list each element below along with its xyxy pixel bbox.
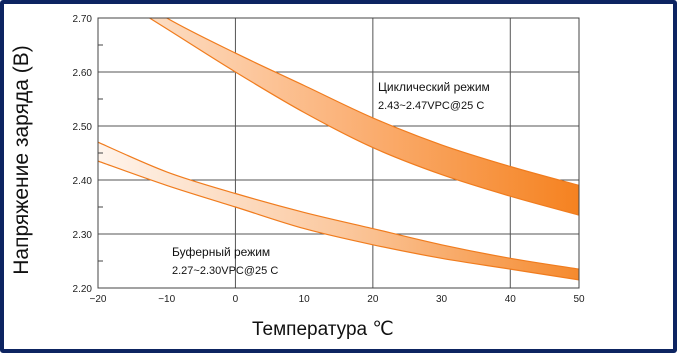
float-band-upper-line — [98, 141, 579, 270]
y-tick-label: 2.60 — [73, 68, 93, 79]
x-tick-label: 10 — [299, 294, 311, 305]
x-tick-label: 30 — [436, 294, 448, 305]
cycle-band-lower-line — [148, 18, 579, 216]
y-tick-label: 2.40 — [73, 176, 93, 187]
x-tick-label: 20 — [367, 294, 379, 305]
annotation-title: Буферный режим — [172, 245, 270, 259]
float-band-lower-line — [98, 160, 579, 281]
y-tick-label: 2.30 — [73, 230, 93, 241]
x-tick-label: 0 — [233, 294, 239, 305]
annotation-title: Циклический режим — [378, 80, 490, 94]
x-tick-label: 50 — [573, 294, 585, 305]
annotation-range: 2.27~2.30VPC@25 C — [172, 265, 278, 277]
cycle-band-fill — [149, 18, 579, 216]
x-tick-label: −20 — [90, 294, 107, 305]
x-axis-label: Температура ℃ — [252, 319, 394, 340]
y-tick-label: 2.50 — [73, 122, 93, 133]
annotation-range: 2.43~2.47VPC@25 C — [378, 100, 484, 112]
x-tick-label: −10 — [158, 294, 175, 305]
x-tick-label: 40 — [505, 294, 517, 305]
y-tick-label: 2.70 — [73, 14, 93, 25]
plot-border — [97, 17, 580, 289]
float-band-fill — [98, 142, 579, 280]
y-tick-label: 2.20 — [73, 284, 93, 295]
